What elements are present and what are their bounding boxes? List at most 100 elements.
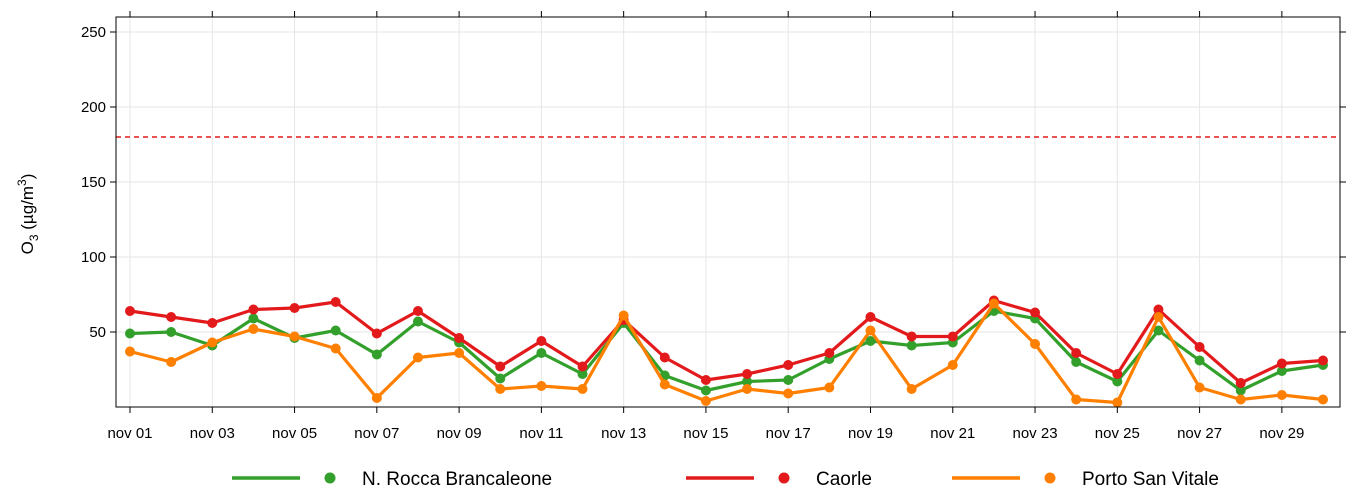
x-tick-label: nov 27	[1177, 425, 1222, 442]
data-point	[1071, 357, 1082, 367]
legend-point-swatch	[778, 472, 790, 484]
legend-item: Porto San Vitale	[952, 469, 1219, 490]
x-tick-label: nov 05	[272, 425, 317, 442]
data-point	[577, 361, 588, 372]
data-point	[371, 328, 382, 339]
y-tick-label: 250	[81, 24, 106, 41]
x-tick-label: nov 11	[519, 425, 563, 442]
data-point	[783, 360, 794, 370]
data-point	[865, 336, 876, 346]
y-tick-label: 50	[89, 324, 106, 341]
data-point	[248, 324, 259, 334]
x-axis: nov 01 nov 03 nov 05 nov 07 nov 09 nov 11 nov …	[107, 11, 1304, 442]
data-point	[536, 381, 547, 391]
legend-label: Caorle	[816, 469, 872, 490]
data-point	[700, 375, 711, 385]
data-point	[536, 336, 547, 346]
data-point	[1194, 355, 1205, 366]
data-point	[865, 312, 876, 322]
y-tick-label: 150	[81, 174, 106, 191]
data-point	[207, 318, 218, 328]
data-point	[947, 331, 958, 342]
y-tick-label: 200	[81, 99, 106, 116]
series-2	[125, 298, 1328, 408]
series-0	[125, 306, 1328, 396]
data-point	[1071, 394, 1082, 405]
x-tick-label: nov 17	[766, 425, 811, 442]
data-point	[659, 352, 670, 363]
x-tick-label: nov 13	[601, 425, 646, 442]
series-layer	[125, 295, 1328, 408]
data-point	[330, 343, 341, 354]
data-point	[289, 303, 300, 313]
data-point	[166, 312, 177, 322]
data-point	[1153, 304, 1164, 315]
x-tick-label: nov 21	[930, 425, 975, 442]
data-point	[1235, 394, 1246, 405]
legend-point-swatch	[1044, 472, 1056, 484]
data-point	[536, 348, 547, 358]
data-point	[371, 393, 382, 403]
data-point	[166, 357, 177, 367]
data-point	[1071, 348, 1082, 358]
data-point	[1194, 342, 1205, 352]
x-tick-label: nov 15	[683, 425, 728, 442]
data-point	[742, 384, 753, 394]
data-point	[1194, 382, 1205, 393]
data-point	[330, 325, 341, 336]
data-point	[1235, 385, 1246, 396]
x-tick-label: nov 07	[354, 425, 399, 442]
grid-lines	[116, 17, 1340, 407]
y-axis: 50 100 150 200 250	[81, 24, 1346, 341]
data-point	[454, 333, 465, 343]
data-point	[577, 369, 588, 379]
data-point	[1112, 369, 1123, 379]
data-point	[783, 375, 794, 385]
data-point	[700, 396, 711, 406]
data-point	[495, 373, 506, 384]
data-point	[495, 384, 506, 394]
data-point	[742, 369, 753, 379]
data-point	[906, 340, 917, 351]
data-point	[495, 361, 506, 372]
data-point	[659, 379, 670, 390]
data-point	[865, 325, 876, 336]
data-point	[824, 382, 835, 393]
data-point	[125, 346, 135, 357]
data-point	[412, 306, 423, 316]
data-point	[1318, 394, 1328, 405]
series-line	[129, 298, 1324, 385]
x-tick-label: nov 25	[1095, 425, 1140, 442]
plot-frame	[115, 16, 1341, 408]
y-axis-title: O3 (µg/m3)	[15, 174, 41, 255]
y-tick-label: 100	[81, 249, 106, 266]
x-tick-label: nov 29	[1259, 425, 1304, 442]
data-point	[1153, 312, 1164, 322]
data-point	[166, 327, 177, 337]
legend-point-swatch	[324, 472, 336, 484]
data-point	[906, 384, 917, 394]
x-tick-label: nov 09	[437, 425, 482, 442]
data-point	[371, 349, 382, 360]
data-point	[577, 384, 588, 394]
series-line	[129, 309, 1324, 393]
data-point	[1030, 307, 1041, 318]
data-point	[742, 376, 753, 387]
series-line	[129, 301, 1324, 405]
legend-item: N. Rocca Brancaleone	[232, 469, 552, 490]
data-point	[248, 304, 259, 315]
x-tick-label: nov 23	[1013, 425, 1058, 442]
legend: N. Rocca Brancaleone Caorle Porto San Vita…	[232, 469, 1219, 490]
data-point	[125, 306, 135, 316]
data-point	[700, 385, 711, 396]
data-point	[947, 360, 958, 370]
data-point	[1318, 355, 1328, 366]
legend-item: Caorle	[686, 469, 872, 490]
data-point	[783, 388, 794, 399]
data-point	[1276, 366, 1287, 376]
data-point	[1276, 390, 1287, 400]
data-point	[1235, 378, 1246, 388]
legend-label: Porto San Vitale	[1082, 469, 1219, 490]
data-point	[125, 328, 135, 339]
